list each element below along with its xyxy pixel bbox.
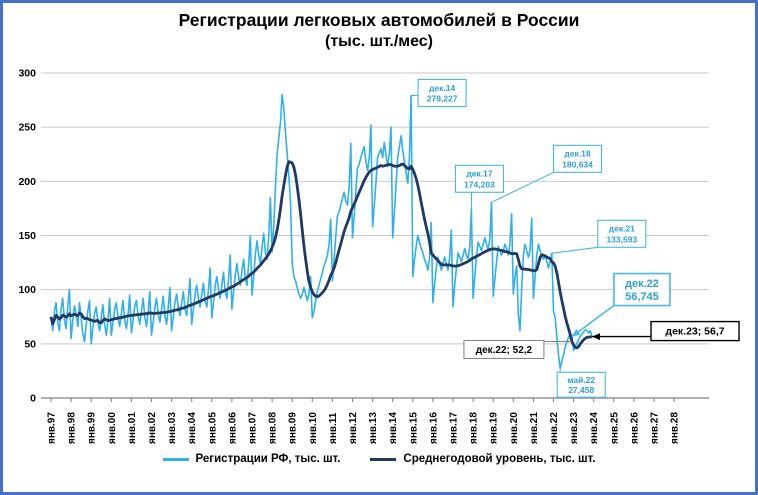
annotation-text-dec14: дек.14 [429,83,455,93]
x-tick-label: янв.13 [368,412,379,444]
annotation-box-dec18 [552,144,603,173]
line-chart: 0 50 100 150 200 250 300 янв.97 янв.98 янв.99 янв.… [18,68,740,444]
annotation-text-dec22: 56,745 [625,291,659,303]
annotation-leader-dec18 [491,171,554,203]
x-tick-label: янв.22 [549,412,560,444]
y-tick-label: 250 [18,122,36,134]
x-tick-label: янв.17 [449,412,460,444]
x-tick-label: янв.27 [650,412,661,444]
series-average-line [49,160,592,350]
annotation-box-dec17 [454,164,504,193]
annotation-text-dec21: дек.21 [609,224,635,234]
x-tick-label: янв.12 [348,412,359,444]
x-tick-label: янв.05 [207,412,218,444]
y-tick-label: 50 [24,338,36,350]
y-tick-label: 300 [18,68,36,80]
annotation-text-dec18: дек.18 [564,149,590,159]
annotation-text-may22: май.22 [567,375,595,385]
annotation-text-dec22: дек.22 [625,278,659,290]
x-tick-label: янв.28 [670,412,681,444]
legend-item-registrations: Регистрации РФ, тыс. шт. [162,453,341,466]
x-tick-label: янв.01 [127,412,138,444]
x-tick-label: янв.26 [629,412,640,444]
annotation-box-dec23 [650,321,740,342]
annotation-box-dec22 [613,272,671,307]
x-tick-label: янв.99 [87,412,98,444]
x-tick-label: янв.18 [469,412,480,444]
x-tick-label: янв.15 [408,412,419,444]
annotation-text-may22: 27,458 [568,385,594,395]
y-tick-label: 0 [30,393,36,405]
annotation-text-dec17: 174,203 [464,180,495,190]
annotation-text-dec17: дек.17 [466,169,492,179]
x-tick-label: янв.20 [509,412,520,444]
x-tick-label: янв.06 [227,412,238,444]
x-tick-label: янв.07 [248,412,259,444]
annotation-text-dec18: 180,634 [562,160,593,170]
x-tick-label: янв.00 [107,412,118,444]
chart-title: Регистрации легковых автомобилей в Росси… [178,10,580,30]
legend-label-registrations: Регистрации РФ, тыс. шт. [195,453,341,466]
legend-swatch-average [370,457,397,461]
x-tick-label: янв.11 [328,412,339,444]
x-tick-label: янв.16 [428,412,439,444]
annotation-box-dec14 [417,79,467,108]
x-tick-label: янв.14 [388,412,399,444]
x-tick-label: янв.97 [47,412,58,444]
y-tick-label: 200 [18,176,36,188]
annotation-text-dec23: дек.23; 56,7 [665,326,724,338]
annotation-text-dec22b: дек.22; 52,2 [476,345,533,356]
x-tick-label: янв.02 [147,412,158,444]
annotation-box-dec22b [463,340,545,360]
y-tick-label: 150 [18,230,36,242]
x-tick-label: янв.21 [529,412,540,444]
legend-item-average: Среднегодовой уровень, тыс. шт. [370,453,595,465]
x-tick-label: янв.10 [308,412,319,444]
legend: Регистрации РФ, тыс. шт. Среднегодовой у… [3,453,755,465]
series-registrations-line [50,94,593,370]
x-tick-label: янв.03 [167,412,178,444]
x-tick-label: янв.04 [187,412,198,444]
annotation-box-may22 [556,371,606,398]
legend-label-average: Среднегодовой уровень, тыс. шт. [403,453,596,466]
x-tick-label: янв.19 [489,412,500,444]
x-tick-label: янв.25 [609,412,620,444]
annotation-text-dec14: 279,227 [427,94,458,104]
x-tick-label: янв.09 [288,412,299,444]
annotation-leader-dec22 [571,305,615,338]
annotation-leader-dec21 [551,246,598,254]
y-tick-label: 100 [18,284,36,296]
x-tick-label: янв.23 [569,412,580,444]
chart-subtitle: (тыс. шт./мес) [324,33,434,51]
x-tick-label: янв.98 [67,412,78,444]
legend-swatch-registrations [162,457,189,461]
x-tick-label: янв.08 [268,412,279,444]
annotation-text-dec21: 133,593 [606,235,637,245]
annotation-box-dec21 [597,219,647,248]
x-tick-label: янв.24 [589,412,600,444]
